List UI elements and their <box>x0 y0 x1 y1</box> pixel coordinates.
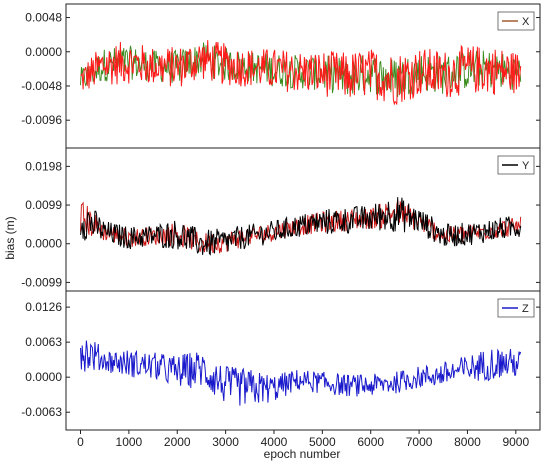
series-x-line <box>80 40 522 106</box>
x-tick-label: 8000 <box>454 435 481 449</box>
legend-label: Y <box>522 160 530 172</box>
y-tick-label: -0.0063 <box>21 405 62 419</box>
x-tick-label: 0 <box>77 435 84 449</box>
y-tick-label: 0.0099 <box>25 198 62 212</box>
x-tick-label: 3000 <box>212 435 239 449</box>
x-tick-label: 7000 <box>406 435 433 449</box>
x-tick-label: 6000 <box>357 435 384 449</box>
y-tick-label: -0.0096 <box>21 113 62 127</box>
legend-y: Y <box>497 155 535 175</box>
legend-label: X <box>522 16 530 28</box>
series-z-line <box>80 340 522 406</box>
y-tick-label: -0.0048 <box>21 79 62 93</box>
panel-z: 0.0126 0.0063 0.0000 -0.0063 Z <box>21 290 541 431</box>
panel-y: 0.0198 0.0099 0.0000 -0.0099 Y <box>21 147 541 292</box>
series-x-secondary-line <box>80 42 522 97</box>
panel-frame <box>65 290 541 431</box>
x-tick-label: 2000 <box>164 435 191 449</box>
x-tick-label: 5000 <box>309 435 336 449</box>
y-tick-label: 0.0063 <box>25 335 62 349</box>
y-tick-label: 0.0126 <box>25 300 62 314</box>
x-axis-label: epoch number <box>264 447 341 461</box>
x-axis: 0 1000 2000 3000 4000 5000 6000 7000 8000 9000 <box>77 430 529 449</box>
x-tick-label: 1000 <box>116 435 143 449</box>
y-tick-label: -0.0099 <box>21 275 62 289</box>
y-tick-label: 0.0000 <box>25 237 62 251</box>
x-tick-label: 9000 <box>502 435 529 449</box>
y-tick-label: 0.0198 <box>25 159 62 173</box>
series-y-line <box>80 197 522 256</box>
y-axis-label: bias (m) <box>3 216 17 259</box>
x-tick-label: 4000 <box>261 435 288 449</box>
legend-label: Z <box>522 303 529 315</box>
y-tick-label: 0.0000 <box>25 45 62 59</box>
y-tick-label: 0.0000 <box>25 370 62 384</box>
legend-x: X <box>497 11 535 31</box>
y-tick-label: 0.0048 <box>25 11 62 25</box>
panel-x: 0.0048 0.0000 -0.0048 -0.0096 X <box>21 3 541 149</box>
legend-z: Z <box>497 298 535 318</box>
